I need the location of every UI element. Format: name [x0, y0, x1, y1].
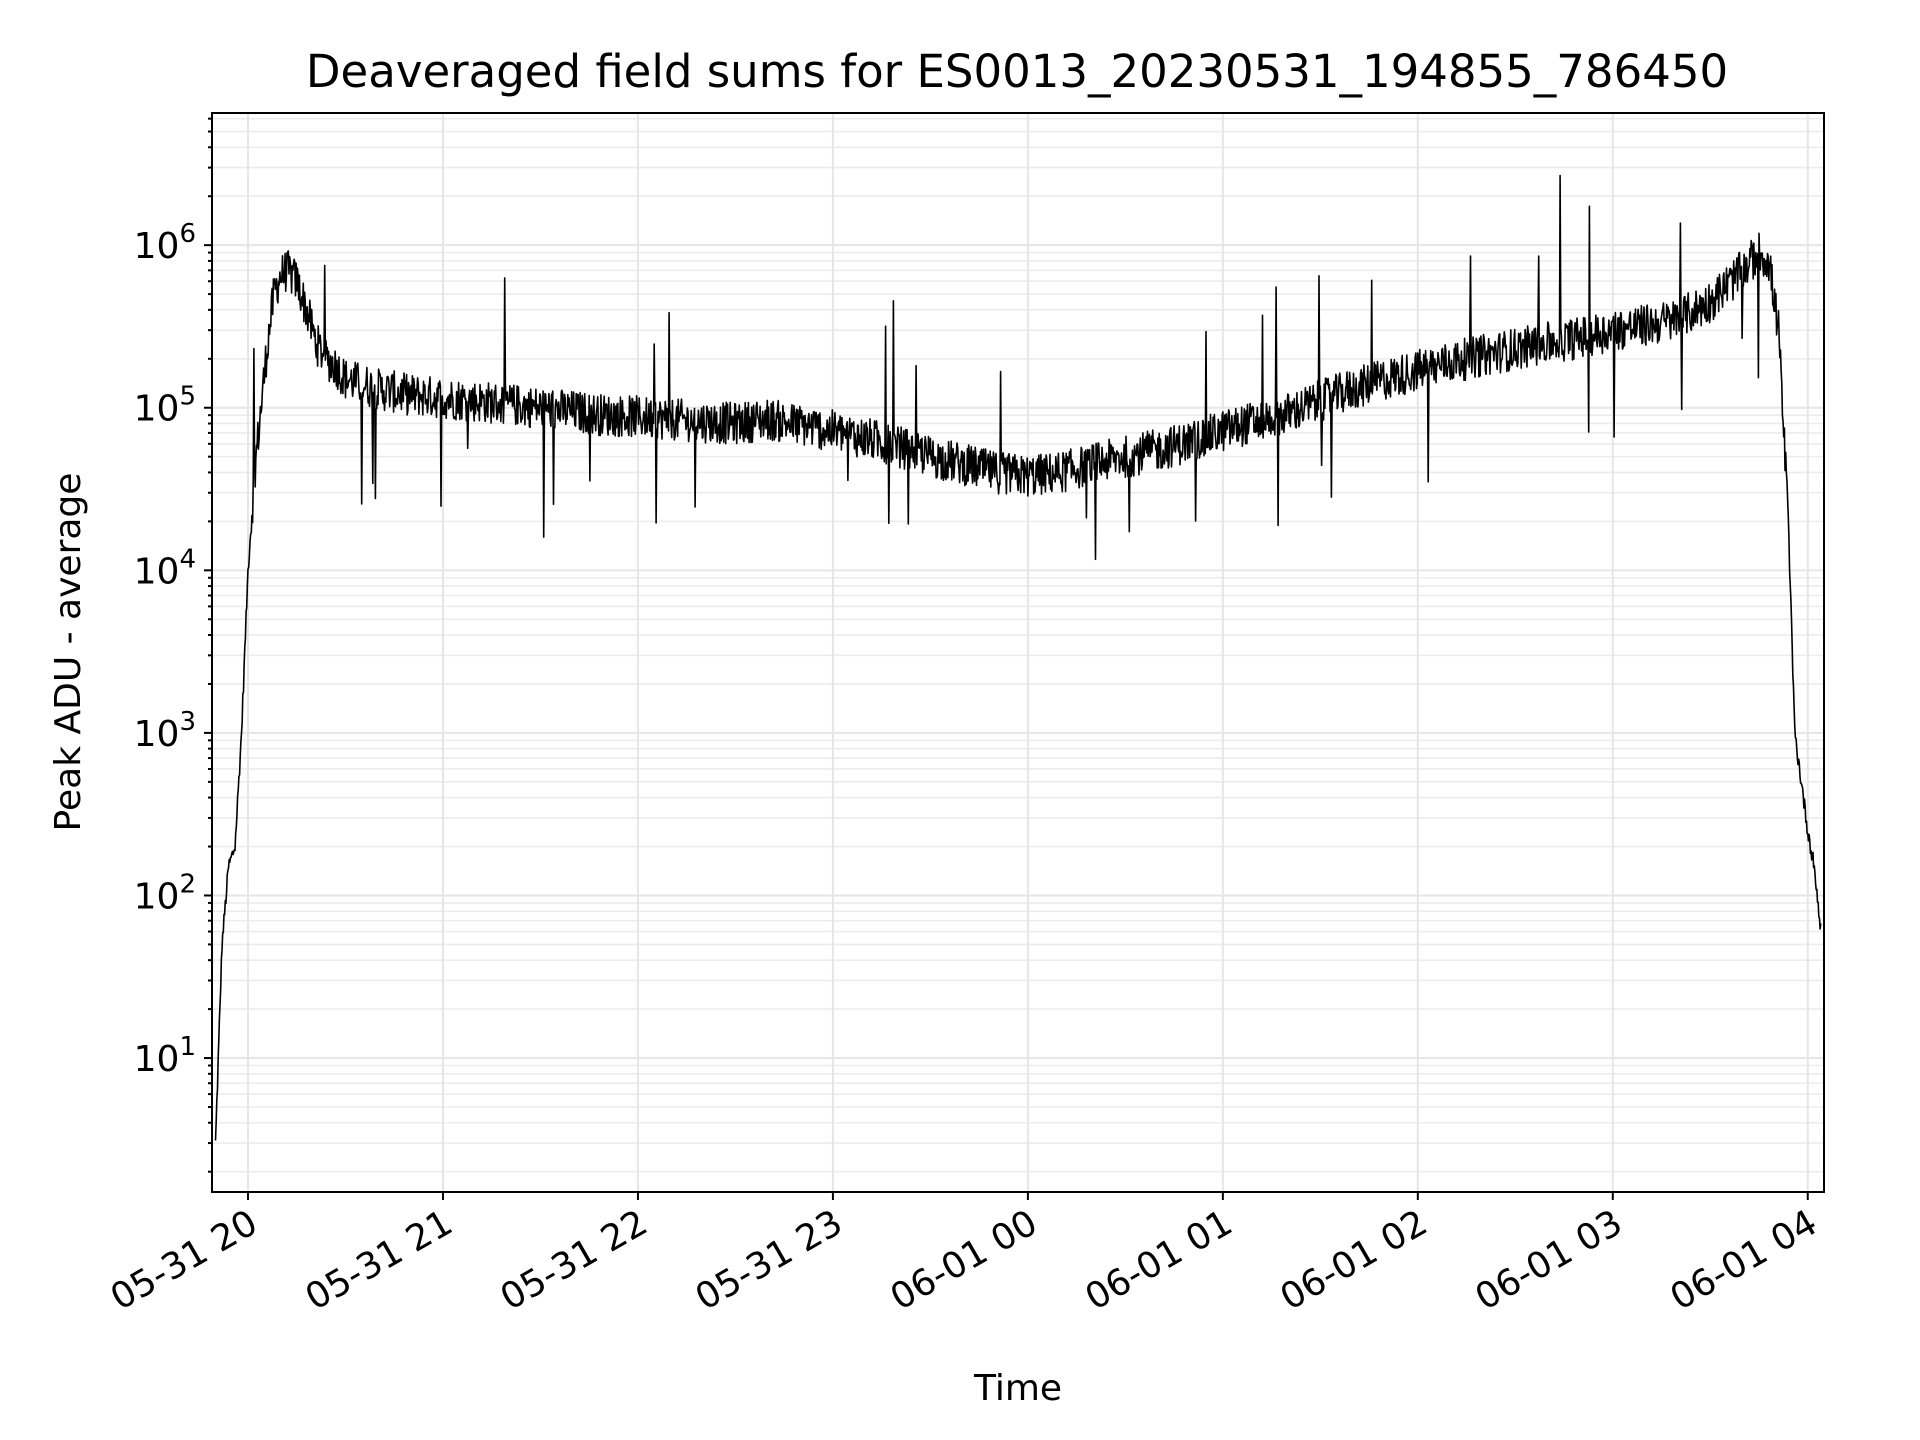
y-tick-label: 102: [134, 869, 196, 917]
x-axis-label: Time: [973, 1368, 1062, 1409]
y-tick-label: 104: [134, 544, 196, 592]
grid-layer: [212, 113, 1824, 1192]
plot-area: [214, 174, 1822, 1141]
y-axis-label: Peak ADU - average: [48, 473, 89, 832]
y-tick-label: 103: [134, 707, 196, 755]
y-tick-label: 105: [134, 382, 196, 430]
plot-frame: [211, 112, 1825, 1193]
y-tick-label: 101: [134, 1032, 196, 1080]
chart-title: Deaveraged field sums for ES0013_2023053…: [306, 45, 1728, 98]
series-line: [214, 174, 1822, 1141]
y-tick-label: 106: [134, 219, 196, 267]
